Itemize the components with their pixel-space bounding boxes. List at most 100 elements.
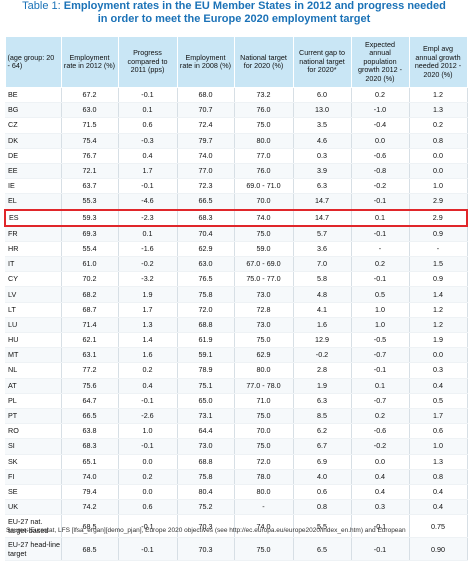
table-cell: 4.1 bbox=[293, 302, 352, 318]
table-cell: 66.5 bbox=[177, 193, 235, 210]
table-cell: 1.3 bbox=[409, 454, 468, 470]
table-cell: 7.0 bbox=[293, 256, 352, 273]
table-cell: 1.7 bbox=[409, 408, 468, 425]
table-cell: 0.1 bbox=[351, 378, 410, 394]
table-cell: 0.2 bbox=[351, 256, 410, 273]
table-cell: 0.90 bbox=[409, 537, 468, 561]
table-cell: 78.0 bbox=[234, 469, 294, 485]
table-cell: 0.1 bbox=[118, 225, 178, 242]
table-cell: 75.0 bbox=[234, 438, 294, 455]
table-cell: 0.1 bbox=[118, 102, 178, 119]
table-cell: -2.6 bbox=[118, 408, 178, 425]
table-cell: 2.8 bbox=[293, 362, 352, 379]
table-cell: 80.0 bbox=[234, 362, 294, 379]
table-cell: 70.0 bbox=[234, 193, 294, 210]
table-cell: 14.7 bbox=[293, 193, 352, 210]
table-cell: 80.0 bbox=[234, 133, 294, 149]
table-cell: 4.0 bbox=[293, 469, 352, 485]
table-cell: 0.9 bbox=[409, 271, 468, 288]
row-label-cell: BG bbox=[5, 102, 62, 119]
table-cell: 0.2 bbox=[351, 408, 410, 425]
table-cell: 0.9 bbox=[409, 225, 468, 242]
row-label-cell: EL bbox=[5, 193, 62, 210]
table-cell: 75.0 bbox=[234, 117, 294, 134]
table-cell: 6.0 bbox=[293, 87, 352, 104]
table-row: RO 63.8 1.0 64.4 70.0 6.2 -0.6 0.6 bbox=[5, 423, 468, 440]
table-cell: 79.4 bbox=[61, 484, 119, 501]
table-cell: -0.2 bbox=[351, 178, 410, 195]
table-cell: 63.0 bbox=[177, 256, 235, 273]
table-cell: 55.4 bbox=[61, 241, 119, 258]
table-cell: 68.3 bbox=[61, 438, 119, 455]
table-cell: 75.1 bbox=[177, 378, 235, 394]
table-cell: 0.6 bbox=[409, 423, 468, 440]
table-cell: 80.0 bbox=[234, 484, 294, 501]
table-cell: 75.4 bbox=[61, 133, 119, 149]
table-cell: 71.4 bbox=[61, 317, 119, 334]
col-header-age-group: (age group: 20 - 64) bbox=[4, 36, 62, 88]
row-label-cell: BE bbox=[5, 87, 62, 104]
table-cell: 1.0 bbox=[409, 178, 468, 195]
table-cell: 0.8 bbox=[409, 133, 468, 149]
table-cell: 1.4 bbox=[118, 332, 178, 349]
table-cell: -0.1 bbox=[118, 438, 178, 455]
table-cell: 68.0 bbox=[177, 87, 235, 104]
table-cell: 68.7 bbox=[61, 302, 119, 318]
table-row: EE 72.1 1.7 77.0 76.0 3.9 -0.8 0.0 bbox=[5, 163, 468, 180]
table-cell: 69.3 bbox=[61, 225, 119, 242]
table-cell: 73.0 bbox=[234, 286, 294, 303]
row-label-cell: CZ bbox=[5, 117, 62, 134]
row-label-cell: FI bbox=[5, 469, 62, 485]
table-row: DE 76.7 0.4 74.0 77.0 0.3 -0.6 0.0 bbox=[5, 148, 468, 164]
table-cell: -0.2 bbox=[293, 347, 352, 364]
table-cell: 77.0 bbox=[234, 148, 294, 164]
table-cell: 1.4 bbox=[409, 286, 468, 303]
table-cell: 1.7 bbox=[118, 163, 178, 180]
row-label-cell: IE bbox=[5, 178, 62, 195]
table-cell: 1.2 bbox=[409, 302, 468, 318]
table-header-row: (age group: 20 - 64) Employment rate in … bbox=[4, 36, 468, 88]
table-cell: 63.7 bbox=[61, 178, 119, 195]
table-cell: 13.0 bbox=[293, 102, 352, 119]
table-cell: 0.4 bbox=[409, 484, 468, 501]
table-cell: 6.3 bbox=[293, 393, 352, 409]
table-cell: 76.7 bbox=[61, 148, 119, 164]
table-row: FI 74.0 0.2 75.8 78.0 4.0 0.4 0.8 bbox=[5, 469, 468, 485]
table-cell: 1.9 bbox=[118, 286, 178, 303]
table-row: BE 67.2 -0.1 68.0 73.2 6.0 0.2 1.2 bbox=[5, 87, 468, 104]
table-cell: -0.1 bbox=[351, 271, 410, 288]
table-row: IE 63.7 -0.1 72.3 69.0 - 71.0 6.3 -0.2 1.0 bbox=[5, 178, 468, 195]
table-cell: - bbox=[351, 241, 410, 258]
row-label-cell: RO bbox=[5, 423, 62, 440]
table-cell: 3.9 bbox=[293, 163, 352, 180]
table-cell: -1.6 bbox=[118, 241, 178, 258]
table-title: Table 1: Employment rates in the EU Memb… bbox=[0, 0, 468, 26]
table-cell: 0.4 bbox=[351, 469, 410, 485]
col-header-national-target: National target for 2020 (%) bbox=[233, 36, 294, 88]
table-cell: 1.2 bbox=[409, 317, 468, 334]
table-cell: 61.0 bbox=[61, 256, 119, 273]
table-cell: 5.8 bbox=[293, 271, 352, 288]
table-cell: 1.9 bbox=[293, 378, 352, 394]
table-row: EU-27 nat. target-based 68.5 -0.1 70.3 74.0 5… bbox=[5, 514, 468, 539]
row-label-cell: HU bbox=[5, 332, 62, 349]
table-cell: 0.3 bbox=[351, 499, 410, 516]
table-cell: 55.3 bbox=[61, 193, 119, 210]
table-body: BE 67.2 -0.1 68.0 73.2 6.0 0.2 1.2 BG 63.0 0.1 70.7… bbox=[4, 87, 468, 561]
table-cell: 68.5 bbox=[61, 537, 119, 561]
table-cell: 68.3 bbox=[177, 208, 235, 227]
table-cell: 0.0 bbox=[351, 133, 410, 149]
col-header-population-growth: Expected annual population growth 2012 -… bbox=[350, 36, 410, 88]
row-label-cell: DE bbox=[5, 148, 62, 164]
table-cell: 0.2 bbox=[118, 469, 178, 485]
table-cell: 0.4 bbox=[409, 499, 468, 516]
table-cell: 0.0 bbox=[118, 484, 178, 501]
table-cell: 73.0 bbox=[234, 317, 294, 334]
table-cell: -0.2 bbox=[118, 256, 178, 273]
table-cell: 77.0 bbox=[177, 163, 235, 180]
table-cell: 61.9 bbox=[177, 332, 235, 349]
table-cell: 66.5 bbox=[61, 408, 119, 425]
table-cell: 75.6 bbox=[61, 378, 119, 394]
row-label-cell: CY bbox=[5, 271, 62, 288]
table-row: UK 74.2 0.6 75.2-0.8 0.3 0.4 bbox=[5, 499, 468, 516]
